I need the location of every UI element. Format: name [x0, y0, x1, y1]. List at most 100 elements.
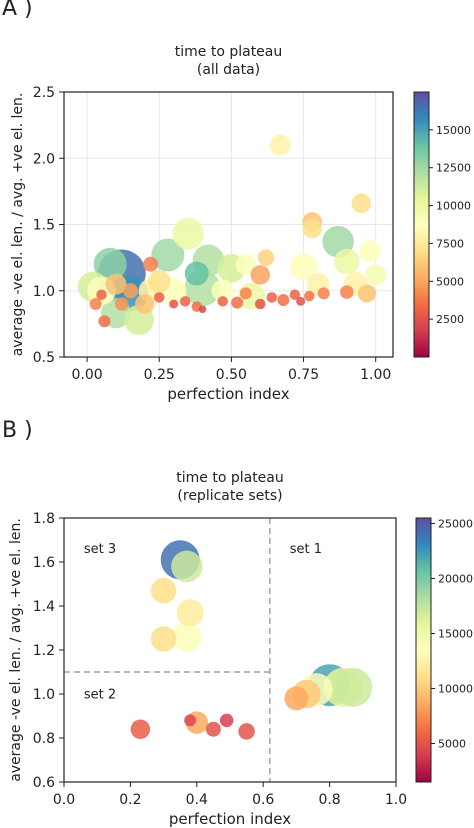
data-point: [89, 298, 102, 310]
colorbar-tick-label: 5000: [438, 738, 466, 751]
y-tick-label: 2.0: [33, 151, 55, 167]
data-point: [169, 299, 179, 309]
data-point: [135, 294, 155, 314]
data-point: [266, 292, 278, 303]
data-point: [238, 723, 255, 740]
data-point: [290, 253, 318, 281]
data-point: [184, 261, 209, 286]
data-point: [277, 294, 290, 307]
x-tick-label: 0.00: [72, 367, 103, 383]
data-point: [171, 621, 202, 652]
colorbar-tick-label: 15000: [438, 628, 473, 641]
colorbar-tick-label: 10000: [436, 200, 471, 213]
data-point: [333, 667, 373, 707]
x-tick-label: 0.4: [186, 792, 208, 808]
data-point: [98, 315, 111, 328]
data-point: [153, 292, 165, 303]
points-layer: [77, 134, 387, 335]
x-tick-label: 1.0: [385, 792, 407, 808]
y-tick-label: 1.5: [33, 218, 55, 234]
colorbar-tick-label: 2500: [436, 313, 464, 326]
data-point: [284, 686, 309, 711]
y-tick-label: 0.6: [33, 775, 55, 791]
data-point: [114, 297, 129, 311]
data-point: [351, 193, 372, 214]
x-tick-label: 0.2: [119, 792, 141, 808]
data-point: [211, 279, 234, 302]
data-point: [151, 238, 185, 272]
data-point: [317, 287, 330, 300]
y-tick-label: 1.0: [33, 687, 55, 703]
set-label: set 1: [290, 542, 322, 557]
data-point: [340, 285, 354, 299]
data-point: [122, 283, 138, 299]
x-axis-label: perfection index: [167, 385, 289, 403]
data-point: [250, 265, 270, 285]
y-axis-label: average -ve el. len. / avg. +ve el. len.: [10, 93, 26, 357]
colorbar-tick-label: 20000: [438, 573, 473, 586]
data-point: [231, 296, 244, 309]
chart-subtitle: (replicate sets): [177, 488, 282, 504]
points-layer: [130, 540, 373, 740]
data-point: [334, 248, 360, 275]
data-point: [172, 218, 204, 250]
plot-frame: [63, 517, 397, 783]
data-point: [257, 249, 275, 266]
data-point: [302, 218, 322, 239]
data-point: [235, 253, 257, 275]
y-tick-label: 0.8: [33, 731, 55, 747]
x-tick-label: 0.50: [216, 367, 247, 383]
y-tick-label: 1.0: [33, 284, 55, 300]
data-point: [147, 270, 171, 293]
data-point: [130, 719, 151, 739]
y-tick-label: 2.5: [33, 85, 55, 101]
x-axis-label: perfection index: [169, 810, 291, 828]
data-point: [365, 264, 387, 286]
panel-label-b: B ): [2, 418, 33, 443]
data-point: [289, 289, 301, 300]
data-point: [219, 713, 234, 728]
data-point: [205, 721, 221, 737]
x-tick-label: 0.25: [144, 367, 175, 383]
y-tick-label: 1.2: [33, 643, 55, 659]
chart-title: time to plateau: [175, 44, 283, 60]
x-tick-label: 0.75: [288, 367, 319, 383]
panel-label-a: A ): [2, 0, 33, 21]
set-label: set 3: [84, 542, 116, 557]
data-point: [217, 296, 228, 307]
data-point: [179, 296, 191, 307]
data-point: [171, 550, 203, 583]
chart-replicate-sets: time to plateau (replicate sets) set 3 set …: [8, 470, 473, 828]
data-point: [198, 305, 207, 314]
data-point: [105, 273, 127, 295]
colorbar: [415, 517, 432, 783]
data-point: [143, 256, 159, 272]
chart-all-data: time to plateau (all data) 0.00 0.25 0.50 0.7…: [10, 44, 471, 403]
data-point: [296, 296, 306, 306]
x-tick-label: 1.00: [360, 367, 391, 383]
colorbar: [413, 91, 430, 358]
data-point: [359, 240, 381, 262]
data-point: [304, 290, 315, 302]
colorbar-tick-label: 5000: [436, 275, 464, 288]
chart-subtitle: (all data): [197, 62, 260, 78]
colorbar-tick-label: 12500: [436, 162, 471, 175]
data-point: [269, 134, 291, 156]
data-point: [239, 287, 252, 300]
y-tick-label: 0.5: [33, 350, 55, 366]
x-tick-label: 0.0: [53, 792, 75, 808]
y-tick-label: 1.6: [33, 555, 55, 571]
y-tick-label: 1.4: [33, 599, 55, 615]
data-point: [96, 289, 107, 300]
x-tick-label: 0.8: [318, 792, 340, 808]
data-point: [254, 298, 266, 310]
y-tick-label: 1.8: [33, 511, 55, 527]
colorbar-tick-label: 10000: [438, 683, 473, 696]
colorbar-tick-label: 15000: [436, 124, 471, 137]
data-point: [150, 626, 177, 652]
data-point: [176, 599, 204, 627]
chart-title: time to plateau: [176, 470, 284, 486]
set-label: set 2: [84, 687, 116, 702]
data-point: [93, 247, 127, 281]
